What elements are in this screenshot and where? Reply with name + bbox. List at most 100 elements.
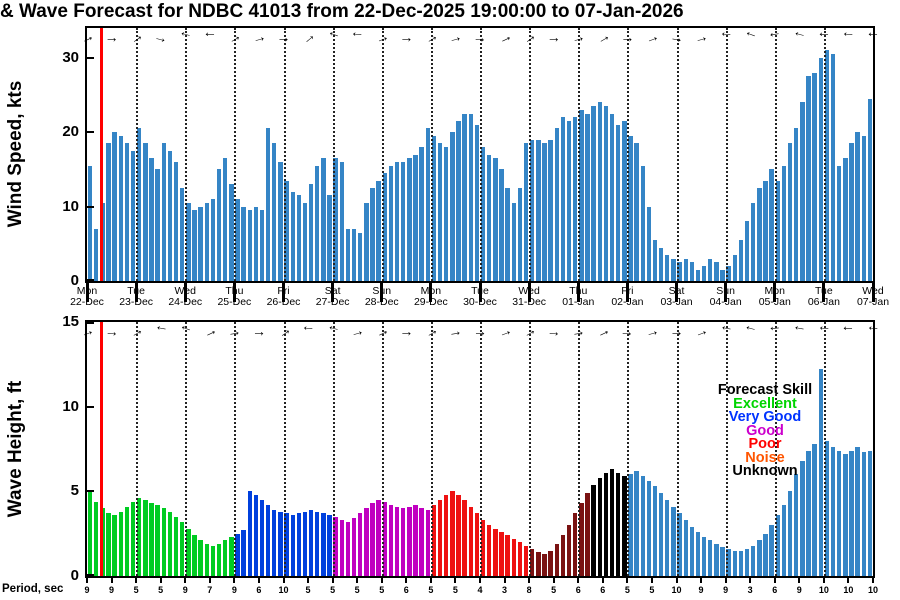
- period-value: 5: [452, 585, 458, 595]
- wind-bar: [628, 135, 633, 281]
- chart-title: & Wave Forecast for NDBC 41013 from 22-D…: [0, 1, 684, 22]
- wave-bar: [450, 491, 455, 576]
- wind-bar: [720, 269, 725, 281]
- day-gridline: [676, 322, 679, 576]
- wind-bar: [413, 154, 418, 281]
- wave-bar: [179, 521, 185, 576]
- wave-bar: [468, 506, 473, 576]
- wind-bar: [173, 161, 179, 281]
- wave-bar: [278, 511, 283, 576]
- wave-bar: [296, 513, 302, 576]
- day-date-label: 29-Dec: [413, 296, 448, 308]
- wind-bar: [351, 228, 357, 281]
- period-tick-mark: [159, 578, 162, 583]
- period-tick-mark: [233, 578, 236, 583]
- direction-arrow: →: [300, 322, 316, 340]
- wind-bar: [118, 135, 123, 281]
- period-value: 9: [109, 585, 115, 595]
- wind-bar: [652, 240, 658, 281]
- wind-bar: [529, 139, 535, 281]
- day-weekday-label: Tue: [815, 285, 833, 297]
- y-tick-label: 5: [70, 482, 79, 500]
- wind-bar: [130, 150, 136, 281]
- wave-bar: [376, 499, 381, 576]
- day-tick-mark: [625, 283, 629, 302]
- direction-arrow: →: [126, 320, 147, 342]
- y-tick-label: 10: [62, 197, 79, 215]
- direction-arrow: →: [323, 321, 342, 341]
- day-gridline: [332, 322, 335, 576]
- direction-arrow: →: [717, 28, 734, 46]
- period-tick-mark: [429, 578, 432, 583]
- wave-bar: [284, 513, 289, 576]
- wind-bar: [585, 113, 590, 281]
- wind-bar: [480, 147, 486, 281]
- y-tick-label: 0: [70, 272, 79, 289]
- wave-bar: [812, 443, 817, 576]
- y-tick-mark: [87, 322, 94, 324]
- direction-arrow: →: [372, 320, 392, 342]
- wave-bar: [615, 472, 621, 576]
- period-tick-mark: [822, 578, 825, 583]
- wind-bar: [210, 199, 216, 281]
- direction-arrow: →: [866, 29, 880, 45]
- wind-bar: [284, 180, 289, 281]
- direction-arrow: →: [77, 321, 97, 341]
- wave-bar: [204, 543, 209, 576]
- wave-bar: [413, 504, 418, 576]
- day-date-label: 27-Dec: [315, 296, 350, 308]
- wave-bar: [683, 520, 688, 576]
- day-weekday-label: Mon: [420, 285, 442, 297]
- day-gridline: [774, 322, 777, 576]
- current-time-line: [100, 322, 104, 576]
- wind-bar: [744, 221, 750, 281]
- day-gridline: [430, 322, 433, 576]
- wind-bar: [751, 202, 756, 281]
- wind-bar: [247, 210, 252, 281]
- wave-bar: [744, 548, 750, 576]
- wave-bar: [603, 472, 609, 576]
- period-value: 10: [843, 585, 854, 595]
- wind-bar: [235, 199, 240, 281]
- period-value: 6: [575, 585, 581, 595]
- wave-bar: [241, 530, 246, 576]
- wave-bar: [665, 499, 670, 576]
- wave-bar: [235, 533, 240, 576]
- direction-arrow: →: [840, 28, 857, 46]
- wind-bar: [830, 54, 836, 281]
- wind-bar: [216, 169, 222, 281]
- wave-bar: [763, 533, 768, 576]
- wind-bar: [726, 266, 731, 281]
- wave-bar: [775, 515, 781, 576]
- day-weekday-label: Wed: [174, 285, 196, 297]
- wind-bar: [241, 206, 246, 281]
- direction-arrow: →: [273, 320, 294, 342]
- wave-bar: [658, 493, 664, 576]
- wave-bar: [701, 537, 707, 576]
- wind-bar: [732, 254, 738, 281]
- wind-bar: [474, 124, 480, 281]
- wave-bar: [597, 477, 602, 576]
- period-tick-mark: [135, 578, 138, 583]
- wave-bar: [290, 515, 295, 576]
- period-value: 5: [379, 585, 385, 595]
- wind-bar: [265, 128, 271, 281]
- wave-bar: [708, 540, 713, 576]
- wave-bar: [321, 513, 326, 576]
- day-tick-mark: [134, 283, 138, 302]
- direction-arrow: →: [250, 27, 268, 47]
- wind-bar: [763, 180, 768, 281]
- wave-bar: [738, 550, 744, 576]
- direction-arrow: →: [546, 322, 562, 340]
- direction-arrow: →: [103, 322, 120, 340]
- wave-bar: [339, 520, 345, 576]
- day-gridline: [185, 322, 188, 576]
- wave-bar: [751, 545, 756, 576]
- day-gridline: [234, 28, 237, 281]
- period-tick-mark: [650, 578, 653, 583]
- legend-entry-noise: Noise: [745, 449, 785, 466]
- direction-arrow: →: [77, 26, 97, 48]
- day-gridline: [234, 322, 237, 576]
- wind-bar: [812, 72, 817, 281]
- wind-bar: [259, 210, 265, 281]
